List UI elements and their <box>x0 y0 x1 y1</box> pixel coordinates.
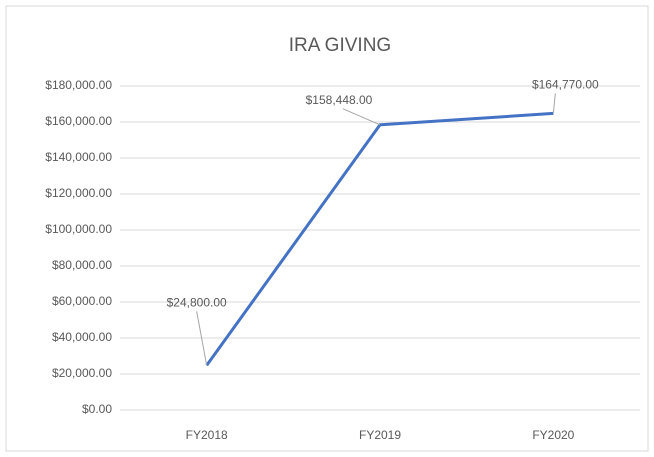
y-tick-label: $160,000.00 <box>45 114 112 128</box>
x-tick-label: FY2020 <box>532 428 574 442</box>
leader-line <box>552 93 556 114</box>
chart-border <box>5 5 649 452</box>
y-tick-label: $60,000.00 <box>52 294 112 308</box>
data-label: $158,448.00 <box>306 93 373 107</box>
y-tick-label: $40,000.00 <box>52 330 112 344</box>
y-tick-label: $120,000.00 <box>45 186 112 200</box>
y-tick-label: $0.00 <box>82 402 112 416</box>
y-tick-label: $100,000.00 <box>45 222 112 236</box>
y-tick-label: $140,000.00 <box>45 150 112 164</box>
leader-line <box>196 311 208 366</box>
data-label: $164,770.00 <box>532 78 599 92</box>
y-tick-label: $20,000.00 <box>52 366 112 380</box>
x-tick-label: FY2019 <box>359 428 401 442</box>
chart-title: IRA GIVING <box>289 35 391 56</box>
y-tick-label: $80,000.00 <box>52 258 112 272</box>
line <box>205 111 554 367</box>
y-tick-label: $180,000.00 <box>45 78 112 92</box>
x-tick-label: FY2018 <box>186 428 228 442</box>
leader-line <box>342 108 381 126</box>
data-label: $24,800.00 <box>167 296 227 310</box>
